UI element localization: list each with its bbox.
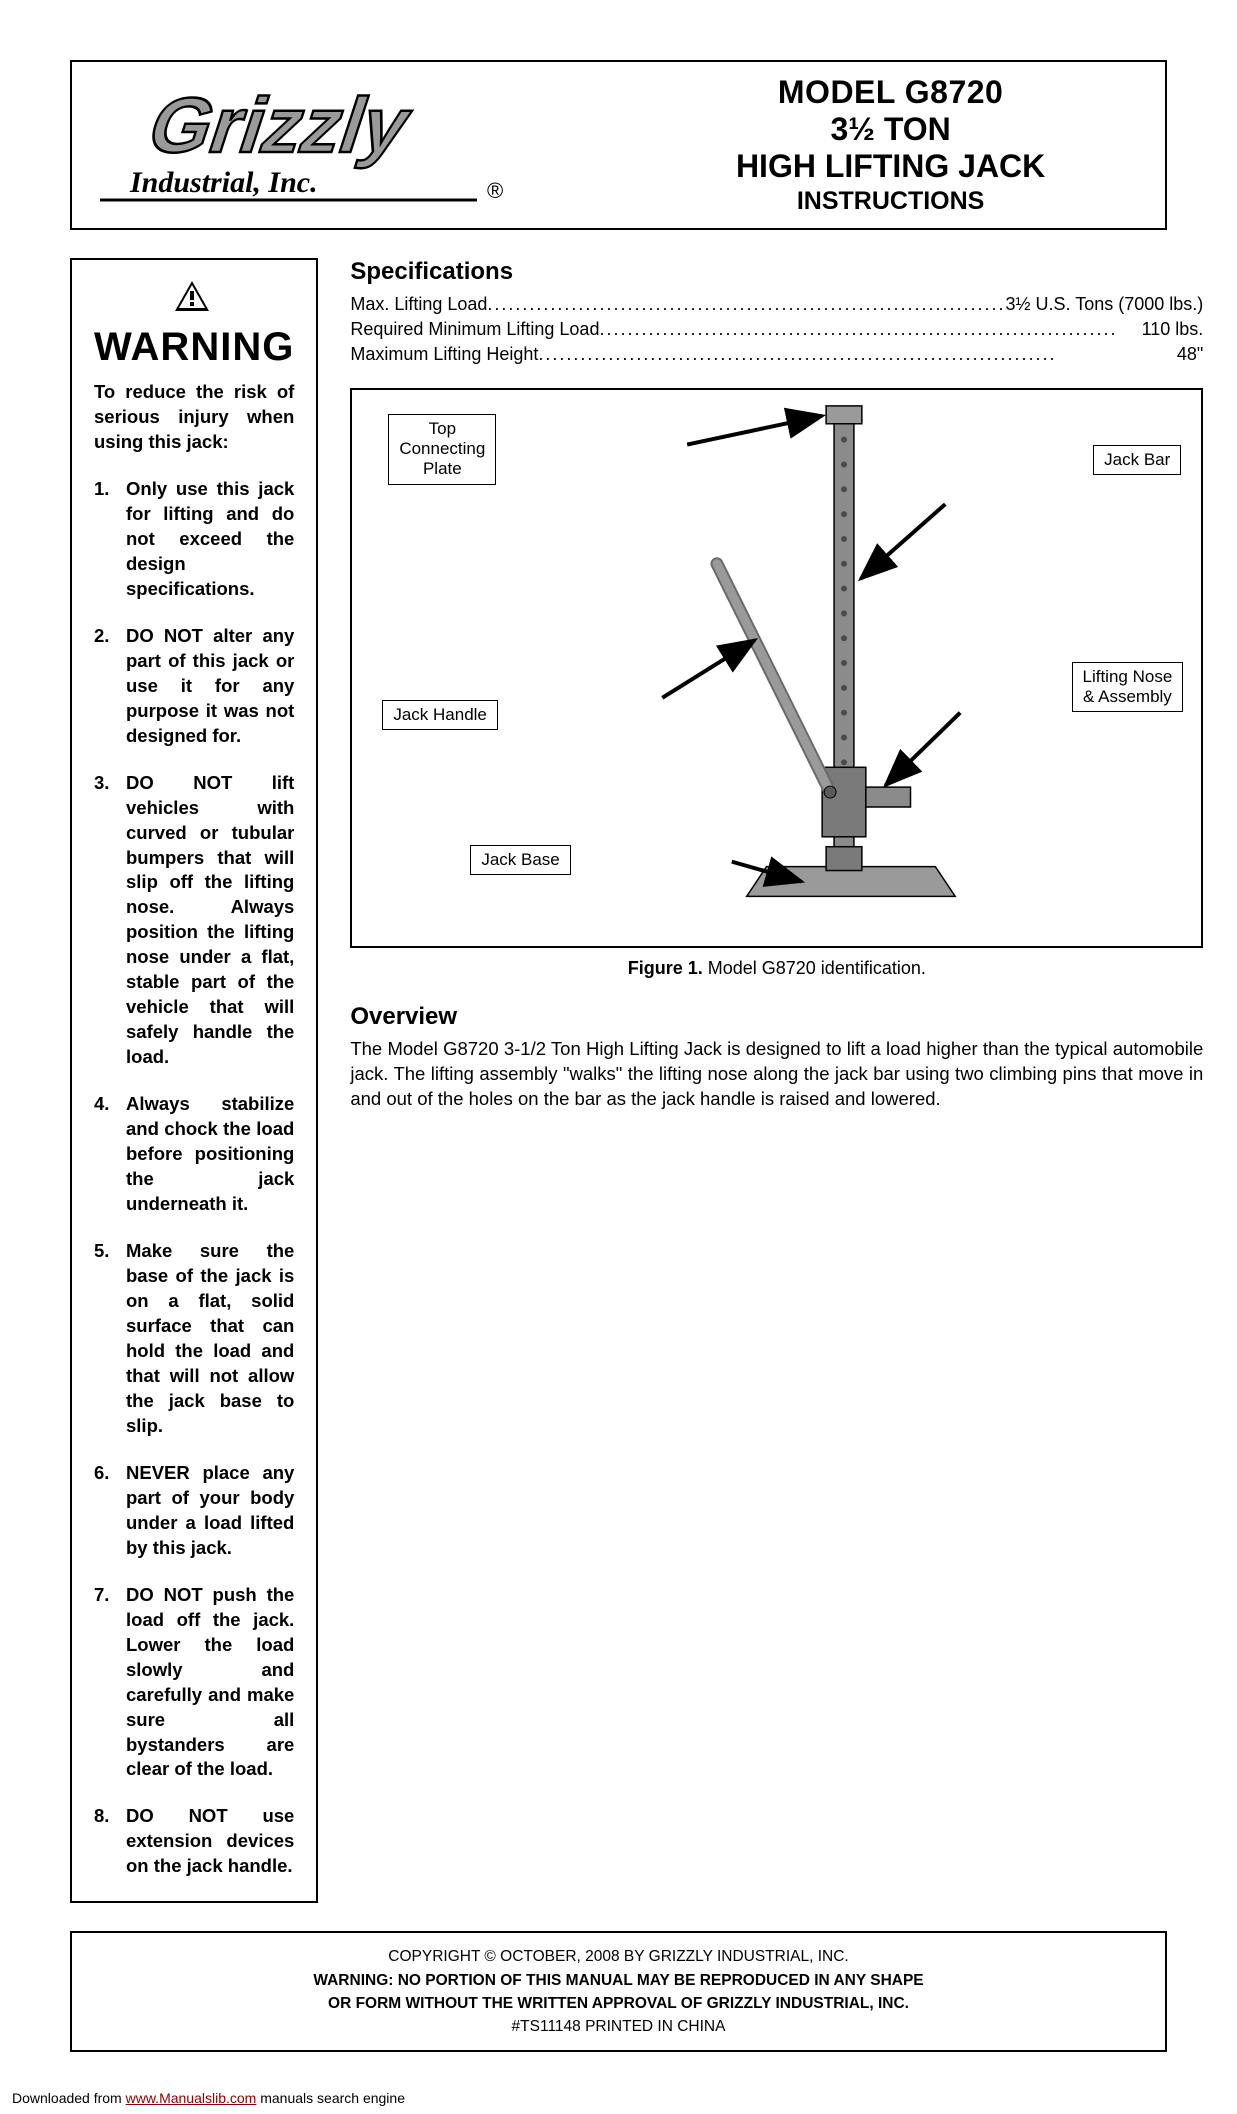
overview-heading: Overview xyxy=(350,1003,1203,1031)
svg-text:®: ® xyxy=(487,178,503,203)
spec-row: Maximum Lifting Height 48" xyxy=(350,342,1203,367)
copyright-line: COPYRIGHT © OCTOBER, 2008 BY GRIZZLY IND… xyxy=(92,1945,1145,1968)
manualslib-link[interactable]: www.Manualslib.com xyxy=(126,2090,257,2106)
spec-dots xyxy=(538,342,1176,367)
tonnage-line: 3½ TON xyxy=(636,111,1145,148)
spec-label: Maximum Lifting Height xyxy=(350,342,538,367)
warning-header: WARNING xyxy=(94,278,294,370)
brand-logo: Grizzly Industrial, Inc. ® xyxy=(92,80,626,210)
footer-warning-1: WARNING: NO PORTION OF THIS MANUAL MAY B… xyxy=(92,1969,1145,1992)
figure-number: Figure 1. xyxy=(628,958,703,978)
warning-item: DO NOT lift vehicles with curved or tubu… xyxy=(94,771,294,1071)
spec-value: 48" xyxy=(1177,342,1203,367)
warning-item: Make sure the base of the jack is on a f… xyxy=(94,1239,294,1439)
warning-box: WARNING To reduce the risk of serious in… xyxy=(70,258,318,1903)
spec-row: Max. Lifting Load 3½ U.S. Tons (7000 lbs… xyxy=(350,292,1203,317)
figure-caption: Figure 1. Model G8720 identification. xyxy=(350,958,1203,979)
spec-row: Required Minimum Lifting Load 110 lbs. xyxy=(350,317,1203,342)
warning-item: DO NOT use extension devices on the jack… xyxy=(94,1804,294,1879)
instructions-line: INSTRUCTIONS xyxy=(636,187,1145,216)
header-box: Grizzly Industrial, Inc. ® MODEL G8720 3… xyxy=(70,60,1167,230)
model-line: MODEL G8720 xyxy=(636,74,1145,111)
label-top-plate: Top Connecting Plate xyxy=(388,414,496,485)
part-number: #TS11148 PRINTED IN CHINA xyxy=(92,2015,1145,2038)
warning-item: DO NOT push the load off the jack. Lower… xyxy=(94,1583,294,1783)
download-suffix: manuals search engine xyxy=(256,2090,405,2106)
warning-item: Only use this jack for lifting and do no… xyxy=(94,477,294,602)
warning-intro: To reduce the risk of serious injury whe… xyxy=(94,380,294,455)
figure-text: Model G8720 identification. xyxy=(703,958,926,978)
label-jack-handle: Jack Handle xyxy=(382,700,498,730)
label-jack-bar: Jack Bar xyxy=(1093,445,1181,475)
left-column: WARNING To reduce the risk of serious in… xyxy=(70,258,318,1903)
specifications-block: Max. Lifting Load 3½ U.S. Tons (7000 lbs… xyxy=(350,292,1203,368)
grizzly-logo-icon: Grizzly Industrial, Inc. ® xyxy=(92,80,512,210)
svg-text:Industrial, Inc.: Industrial, Inc. xyxy=(129,166,318,199)
label-lifting-nose: Lifting Nose & Assembly xyxy=(1072,662,1184,713)
specifications-heading: Specifications xyxy=(350,258,1203,286)
spec-value: 3½ U.S. Tons (7000 lbs.) xyxy=(1006,292,1204,317)
main-columns: WARNING To reduce the risk of serious in… xyxy=(70,258,1167,1903)
warning-word: WARNING xyxy=(94,325,294,369)
warning-triangle-icon xyxy=(173,278,211,323)
warning-list: Only use this jack for lifting and do no… xyxy=(94,477,294,1879)
download-attribution: Downloaded from www.Manualslib.com manua… xyxy=(0,2082,1237,2114)
spec-value: 110 lbs. xyxy=(1142,317,1204,342)
warning-item: DO NOT alter any part of this jack or us… xyxy=(94,624,294,749)
footer-warning-2: OR FORM WITHOUT THE WRITTEN APPROVAL OF … xyxy=(92,1992,1145,2015)
label-jack-base: Jack Base xyxy=(470,845,570,875)
overview-text: The Model G8720 3-1/2 Ton High Lifting J… xyxy=(350,1037,1203,1112)
diagram-box: Top Connecting Plate Jack Bar Jack Handl… xyxy=(350,388,1203,948)
warning-item: NEVER place any part of your body under … xyxy=(94,1461,294,1561)
spec-dots xyxy=(487,292,1005,317)
page-container: Grizzly Industrial, Inc. ® MODEL G8720 3… xyxy=(0,0,1237,2082)
spec-label: Required Minimum Lifting Load xyxy=(350,317,599,342)
right-column: Specifications Max. Lifting Load 3½ U.S.… xyxy=(350,258,1203,1903)
footer-box: COPYRIGHT © OCTOBER, 2008 BY GRIZZLY IND… xyxy=(70,1931,1167,2052)
product-line: HIGH LIFTING JACK xyxy=(636,148,1145,185)
warning-item: Always stabilize and chock the load befo… xyxy=(94,1092,294,1217)
spec-dots xyxy=(599,317,1141,342)
download-prefix: Downloaded from xyxy=(12,2090,126,2106)
header-title-block: MODEL G8720 3½ TON HIGH LIFTING JACK INS… xyxy=(626,74,1145,216)
svg-text:Grizzly: Grizzly xyxy=(138,82,422,169)
spec-label: Max. Lifting Load xyxy=(350,292,487,317)
